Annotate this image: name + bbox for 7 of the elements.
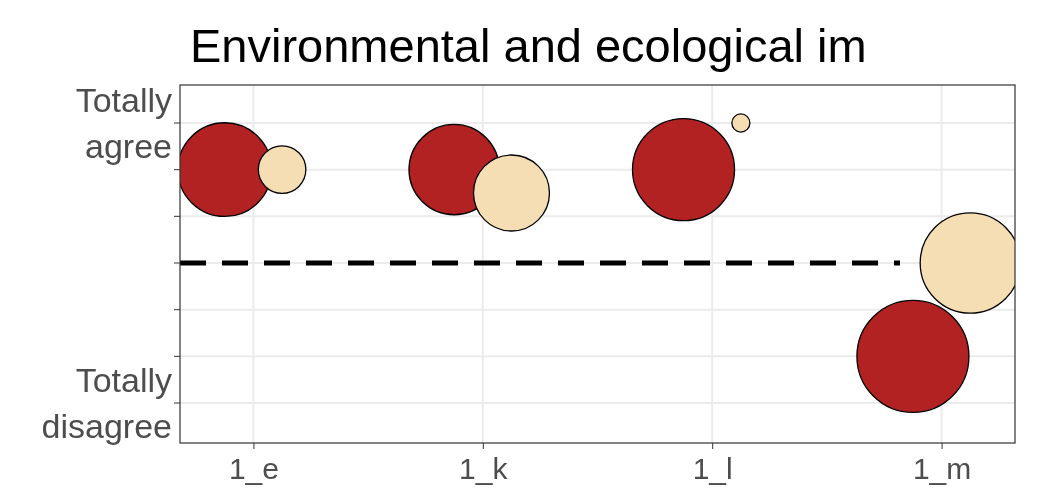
x-tick-label: 1_l	[692, 452, 733, 485]
x-tick-label: 1_m	[912, 452, 972, 485]
x-tick-label: 1_k	[459, 452, 509, 485]
text: Totally agree	[75, 81, 172, 165]
chart-title: Environmental and ecological im	[190, 19, 867, 72]
x-tick-label: 1_e	[228, 452, 279, 485]
text: Totally disagree	[41, 361, 172, 445]
